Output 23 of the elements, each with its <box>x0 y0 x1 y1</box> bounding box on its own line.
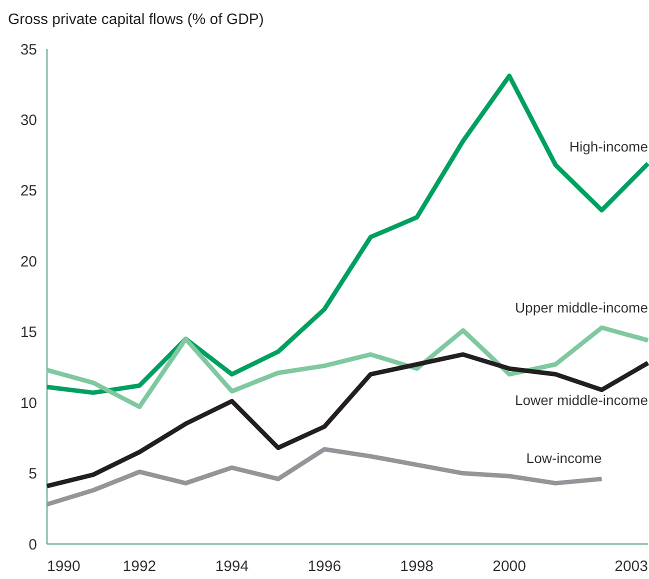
x-tick-label: 1998 <box>400 558 434 575</box>
line-series <box>44 325 649 410</box>
series-label: Lower middle-income <box>514 392 648 408</box>
y-tick-label: 20 <box>20 253 37 270</box>
x-tick-label: 1996 <box>308 558 342 575</box>
y-tick-label: 0 <box>28 536 37 554</box>
line-series <box>44 74 649 395</box>
y-tick-label: 35 <box>20 41 37 58</box>
x-tick-label: 2003 <box>614 558 648 575</box>
x-tick-label: 1990 <box>47 558 80 575</box>
y-tick-label: 10 <box>20 394 37 412</box>
series-label: High-income <box>569 138 648 155</box>
x-tick-label: 1992 <box>122 558 156 575</box>
y-tick-label: 5 <box>28 466 37 483</box>
y-tick-label: 25 <box>20 182 37 200</box>
y-tick-label: 30 <box>20 112 37 129</box>
x-tick-label: 1994 <box>215 558 249 575</box>
line-series <box>44 352 649 488</box>
y-tick-label: 15 <box>20 324 37 342</box>
series-label: Upper middle-income <box>514 299 648 316</box>
chart-title: Gross private capital flows (% of GDP) <box>8 11 264 28</box>
series-label: Low-income <box>526 450 602 466</box>
x-tick-label: 2000 <box>492 558 526 575</box>
